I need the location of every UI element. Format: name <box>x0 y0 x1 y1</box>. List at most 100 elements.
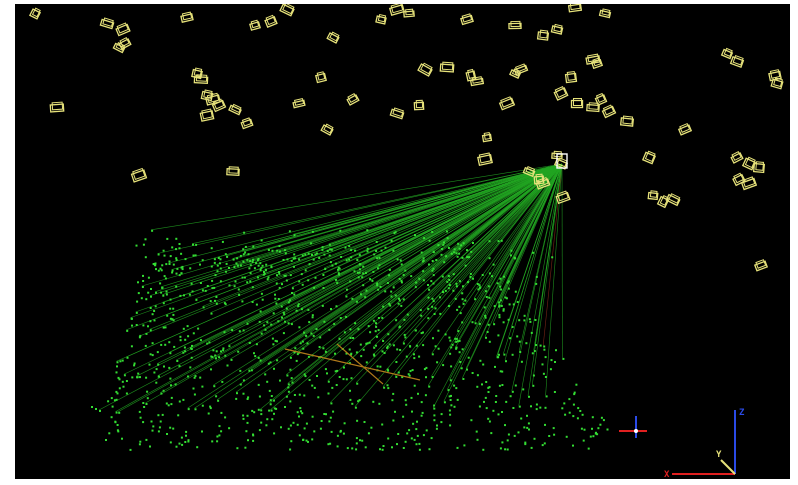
point <box>296 411 299 414</box>
point <box>544 376 547 378</box>
point <box>300 308 303 311</box>
point <box>433 414 436 417</box>
point <box>504 424 506 427</box>
point <box>230 358 233 361</box>
point <box>405 403 408 406</box>
point <box>263 324 266 327</box>
projection-ray <box>123 163 563 375</box>
point <box>268 389 271 392</box>
projection-ray <box>395 163 563 377</box>
point <box>172 307 175 310</box>
point <box>158 426 161 429</box>
point <box>447 389 450 392</box>
scene-canvas[interactable]: Z X Y <box>15 4 790 479</box>
point <box>243 276 246 279</box>
point <box>363 421 366 423</box>
point <box>440 421 443 424</box>
projection-ray <box>498 163 563 286</box>
point <box>184 338 187 341</box>
point <box>425 376 427 379</box>
camera-frustum-icon <box>647 190 659 201</box>
camera-frustum-icon <box>99 17 115 30</box>
point <box>311 415 314 418</box>
point <box>568 411 571 414</box>
point <box>535 275 538 278</box>
point <box>362 348 365 351</box>
point <box>154 262 157 265</box>
point <box>287 390 290 393</box>
point <box>568 398 571 401</box>
point <box>387 437 390 440</box>
point <box>348 348 351 351</box>
point <box>364 272 367 274</box>
point <box>453 251 456 254</box>
point <box>343 422 346 425</box>
point <box>404 399 407 402</box>
point <box>528 395 530 398</box>
point <box>544 423 546 426</box>
point <box>149 353 152 356</box>
point <box>273 399 275 402</box>
point <box>393 232 396 235</box>
point <box>458 305 461 308</box>
point <box>216 264 219 267</box>
point <box>396 348 399 351</box>
point <box>366 229 369 232</box>
point <box>572 415 575 418</box>
point <box>507 280 510 283</box>
point <box>304 375 307 378</box>
point <box>467 281 469 284</box>
point <box>260 266 263 269</box>
point <box>145 332 148 335</box>
point <box>530 405 532 408</box>
point <box>242 414 245 417</box>
point <box>322 287 325 289</box>
point <box>189 267 192 270</box>
point <box>327 443 330 446</box>
point <box>293 293 296 296</box>
3d-scene-viewport[interactable]: Z X Y <box>15 4 790 479</box>
point <box>331 386 334 389</box>
point <box>459 312 462 315</box>
point <box>131 376 134 379</box>
point <box>192 254 195 257</box>
point <box>151 342 154 345</box>
point <box>408 429 411 432</box>
point <box>402 415 405 418</box>
point <box>460 244 463 247</box>
point <box>260 413 263 416</box>
point <box>172 319 175 322</box>
point <box>199 263 201 266</box>
point <box>398 299 401 302</box>
point <box>533 350 536 352</box>
point <box>447 247 450 249</box>
point <box>162 294 165 297</box>
point <box>273 407 276 410</box>
point <box>408 374 411 377</box>
point <box>528 428 530 431</box>
point <box>258 395 261 398</box>
projection-ray <box>469 163 563 277</box>
camera-frustum-icon <box>226 166 240 176</box>
point <box>266 321 269 324</box>
point <box>474 322 477 325</box>
projection-ray <box>304 163 563 270</box>
point <box>412 422 415 425</box>
point <box>500 239 503 242</box>
point <box>155 368 158 371</box>
point <box>535 282 538 285</box>
point <box>136 300 139 303</box>
point <box>456 285 458 288</box>
point <box>448 284 451 287</box>
point <box>514 384 517 387</box>
point <box>360 293 362 296</box>
point <box>266 380 269 383</box>
point <box>214 299 216 302</box>
point <box>417 392 419 395</box>
point <box>307 252 310 255</box>
point <box>306 342 309 345</box>
point <box>296 423 299 426</box>
point <box>367 432 370 435</box>
point <box>345 259 348 262</box>
point <box>182 327 185 330</box>
